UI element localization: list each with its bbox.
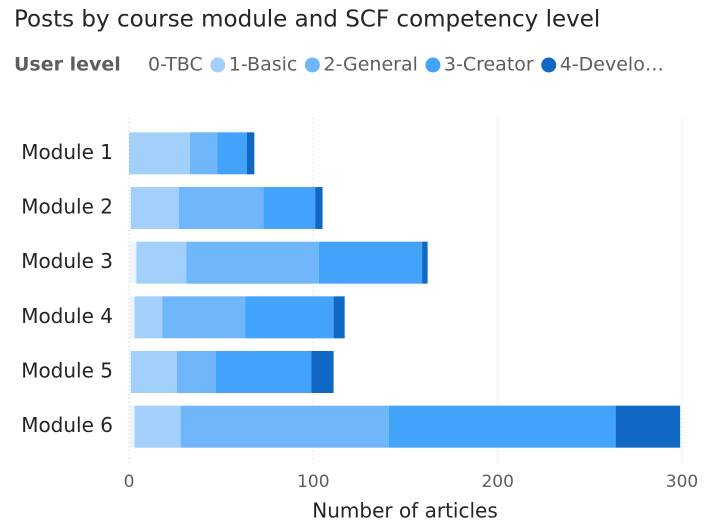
bar-segment: [129, 405, 135, 448]
legend-marker: [304, 57, 320, 73]
bar-segment: [129, 241, 137, 284]
bar-segment: [129, 187, 131, 229]
bar-segment: [130, 187, 179, 229]
bar-segment: [333, 296, 345, 339]
chart-title: Posts by course module and SCF competenc…: [14, 7, 600, 33]
bar-segment: [134, 296, 163, 339]
bar-segment: [129, 296, 135, 339]
bar-segment: [318, 241, 423, 284]
bar-segment: [180, 405, 389, 448]
y-tick-label: Module 4: [21, 304, 113, 328]
legend-marker: [425, 57, 441, 73]
y-tick-label: Module 2: [21, 195, 113, 219]
legend-label: 1-Basic: [229, 54, 298, 76]
legend-marker: [210, 57, 226, 73]
x-tick-label: 300: [666, 472, 698, 492]
x-tick-label: 100: [297, 472, 329, 492]
bar-segment: [615, 405, 681, 448]
bar-segment: [422, 241, 428, 284]
y-tick-label: Module 1: [21, 140, 113, 164]
bar-segment: [176, 351, 216, 393]
bar-segment: [189, 132, 218, 175]
legend-label: 2-General: [323, 54, 418, 76]
bar-segment: [217, 132, 247, 175]
legend-label: 3-Creator: [444, 54, 534, 76]
y-tick-label: Module 5: [21, 359, 113, 383]
bar-segment: [130, 351, 177, 393]
bar-segment: [186, 241, 319, 284]
bar-segment: [134, 405, 181, 448]
bar-segment: [162, 296, 246, 339]
x-tick-label: 0: [124, 472, 135, 492]
y-tick-label: Module 6: [21, 413, 113, 437]
bar-segment: [246, 132, 255, 175]
legend-marker: [541, 57, 557, 73]
bar-segment: [129, 132, 190, 175]
y-tick-label: Module 3: [21, 249, 113, 273]
x-tick-label: 200: [481, 472, 513, 492]
legend-label: 4-Develo…: [560, 54, 664, 76]
bar-segment: [315, 187, 323, 229]
legend-title: User level: [14, 54, 121, 76]
bar-segment: [178, 187, 264, 229]
bar-segment: [215, 351, 312, 393]
bar-segment: [245, 296, 334, 339]
x-axis-title: Number of articles: [312, 499, 498, 523]
bar-segment: [136, 241, 187, 284]
bar-segment: [263, 187, 316, 229]
bar-segment: [311, 351, 334, 393]
bar-segment: [388, 405, 616, 448]
legend-label: 0-TBC: [148, 54, 203, 76]
bar-segment: [129, 351, 131, 393]
